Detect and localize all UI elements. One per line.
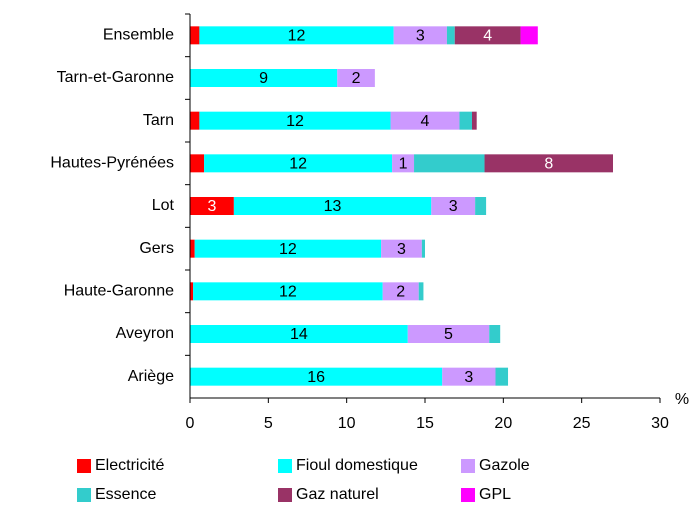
y-tick-label: Lot: [152, 197, 175, 214]
bar-segment: [190, 154, 205, 173]
bar-segment: [431, 197, 476, 215]
bar-segment: [407, 325, 490, 343]
bar-segment: [199, 111, 391, 130]
value-label: 13: [324, 198, 342, 215]
bar-segment: [233, 197, 432, 215]
value-label: 4: [483, 28, 492, 45]
legend-label: Gazole: [479, 457, 530, 474]
value-label: 3: [207, 198, 216, 215]
bar-segment: [421, 239, 425, 258]
value-label: 9: [259, 70, 268, 87]
value-label: 8: [544, 156, 553, 173]
y-tick-label: Tarn-et-Garonne: [57, 69, 174, 86]
value-label: 1: [399, 156, 408, 173]
value-label: 2: [352, 70, 361, 87]
bar-segment: [382, 282, 419, 301]
bar-segment: [390, 111, 460, 130]
x-tick-label: 15: [416, 415, 434, 432]
y-tick-label: Hautes-Pyrénées: [50, 155, 174, 172]
bar-segment: [475, 197, 487, 215]
value-label: 5: [444, 326, 453, 343]
x-tick-label: 30: [651, 415, 669, 432]
value-label: 4: [421, 113, 430, 130]
value-label: 2: [396, 284, 405, 301]
bar-segment: [484, 154, 613, 173]
legend-label: Essence: [95, 486, 156, 503]
legend-swatch: [278, 488, 292, 502]
value-label: 12: [279, 241, 297, 258]
value-label: 3: [416, 28, 425, 45]
bar-segment: [489, 325, 501, 343]
bar-segment: [442, 367, 496, 386]
legend-label: GPL: [479, 486, 511, 503]
bar-segment: [194, 239, 382, 258]
y-tick-label: Gers: [139, 240, 174, 257]
bar-segment: [472, 111, 477, 130]
y-tick-label: Tarn: [143, 112, 174, 129]
legend-swatch: [77, 459, 91, 473]
legend-swatch: [461, 459, 475, 473]
bar-segment: [190, 367, 443, 386]
value-label: 12: [288, 28, 306, 45]
bar-segment: [190, 197, 234, 215]
bar-segment: [190, 239, 195, 258]
x-tick-label: 25: [573, 415, 591, 432]
x-axis-label: %: [675, 391, 689, 408]
value-label: 3: [464, 369, 473, 386]
x-tick-label: 5: [264, 415, 273, 432]
bar-segment: [204, 154, 393, 173]
value-label: 12: [286, 113, 304, 130]
bar-segment: [392, 154, 415, 173]
bar-segment: [199, 26, 394, 45]
legend-label: Electricité: [95, 457, 164, 474]
x-tick-label: 0: [186, 415, 195, 432]
bar-segment: [190, 26, 200, 45]
legend-swatch: [77, 488, 91, 502]
value-label: 14: [290, 326, 308, 343]
x-tick-label: 10: [338, 415, 356, 432]
bar-segment: [337, 69, 375, 87]
bar-segment: [190, 282, 194, 301]
legend-label: Gaz naturel: [296, 486, 379, 503]
value-label: 12: [289, 156, 307, 173]
legend-label: Fioul domestique: [296, 457, 418, 474]
value-label: 3: [449, 198, 458, 215]
y-tick-label: Haute-Garonne: [64, 283, 174, 300]
y-tick-label: Aveyron: [116, 325, 174, 342]
bar-segment: [446, 26, 455, 45]
bar-segment: [190, 69, 338, 87]
bar-segment: [459, 111, 472, 130]
bar-segment: [414, 154, 485, 173]
y-tick-label: Ariège: [128, 368, 174, 385]
value-label: 3: [397, 241, 406, 258]
value-label: 16: [307, 369, 325, 386]
x-tick-label: 20: [494, 415, 512, 432]
bar-segment: [520, 26, 538, 45]
bar-segment: [393, 26, 447, 45]
bar-segment: [190, 325, 408, 343]
legend-swatch: [278, 459, 292, 473]
bar-segment: [381, 239, 422, 258]
bar-segment: [193, 282, 383, 301]
value-label: 12: [279, 284, 297, 301]
legend-swatch: [461, 488, 475, 502]
bar-segment: [190, 111, 200, 130]
y-tick-label: Ensemble: [103, 27, 174, 44]
bar-segment: [454, 26, 521, 45]
bar-segment: [495, 367, 509, 386]
bar-segment: [418, 282, 424, 301]
